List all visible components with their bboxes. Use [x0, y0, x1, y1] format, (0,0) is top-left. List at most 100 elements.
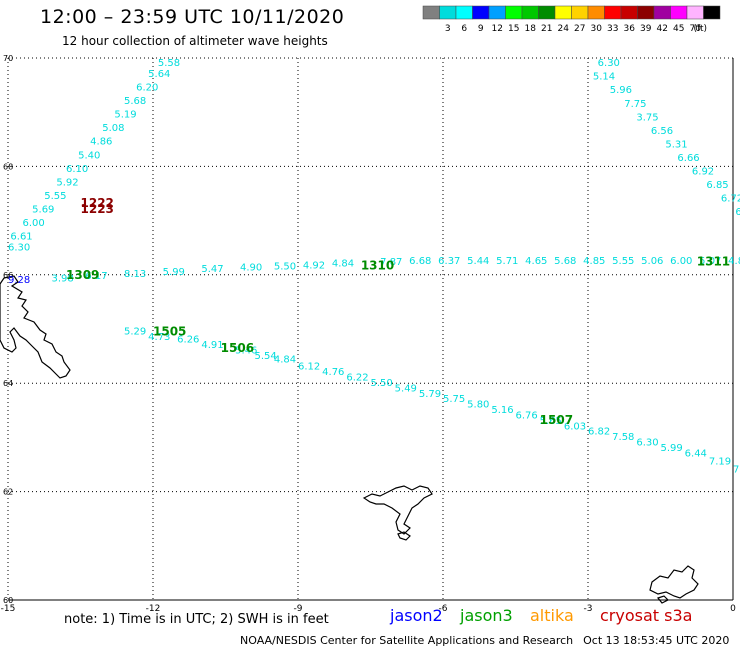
color-scale-label: 3	[445, 24, 451, 34]
wave-height-value: 5.99	[163, 267, 185, 278]
wave-height-value: 7.58	[612, 432, 634, 443]
pass-time-label: 1506	[221, 341, 254, 355]
wave-height-values: 5.585.64 6.20 5.68 5.19 5.08 4.86 5.40 6.10 5.92…	[8, 58, 740, 476]
wave-height-value: 5.65	[540, 416, 562, 427]
color-swatch	[587, 5, 605, 20]
faroe-islands-coastline	[362, 485, 433, 535]
color-swatch	[620, 5, 638, 20]
pass-time-label: 1311	[697, 255, 730, 269]
x-tick-label: -9	[294, 604, 303, 614]
units-note: note: 1) Time is in UTC; 2) SWH is in fe…	[64, 612, 329, 627]
color-scale-label: 6	[461, 24, 467, 34]
wave-height-value: 5.54	[255, 351, 277, 362]
wave-height-value: 6.26	[177, 335, 199, 346]
wave-height-value: 6.00	[23, 218, 45, 229]
wave-height-value: 5.96	[610, 85, 632, 96]
wave-height-value: 6.30	[598, 58, 620, 69]
x-tick-label: -6	[439, 604, 448, 614]
wave-height-value: 5.40	[78, 150, 100, 161]
y-tick-label: 66	[3, 271, 13, 280]
wave-height-value: 4.73	[148, 332, 170, 343]
legend-jason3: jason3	[460, 606, 513, 625]
wave-height-value: 9.28	[8, 275, 30, 286]
wave-height-value: 5.44	[467, 256, 489, 267]
wave-height-value: 4.76	[322, 367, 344, 378]
color-scale: 3 6 9 12 15 18 21 24 27 30 33 36 39 42 45 70(ft)	[422, 5, 721, 34]
map-grid	[7, 57, 734, 601]
color-swatch	[703, 5, 721, 20]
color-scale-label: 9	[478, 24, 484, 34]
wave-height-value: 5.08	[102, 123, 124, 134]
wave-height-value: 4.85	[583, 256, 605, 267]
color-swatch	[488, 5, 506, 20]
wave-height-value: 4.90	[240, 262, 262, 273]
x-tick-label: 0	[730, 604, 736, 614]
shetland-islands-coastline	[649, 565, 699, 599]
wave-height-value: 4.86	[728, 256, 740, 267]
wave-height-value: 6.20	[136, 83, 158, 94]
color-scale-label: 36	[624, 24, 636, 34]
wave-height-value: 5.55	[612, 256, 634, 267]
wave-height-value: 6.30	[8, 242, 30, 253]
wave-height-value: 6.76	[516, 410, 538, 421]
color-swatch	[521, 5, 539, 20]
wave-height-value: 6.82	[588, 427, 610, 438]
wave-height-value: 5.50	[274, 261, 296, 272]
wave-height-value: 5.47	[201, 264, 223, 275]
color-scale-label: 45	[673, 24, 684, 34]
wave-height-value: 3.75	[636, 112, 658, 123]
wave-height-value: 6.00	[670, 256, 692, 267]
wave-height-value: 6.37	[438, 256, 460, 267]
pass-time-label: 1507	[540, 413, 573, 427]
x-tick-label: -12	[146, 604, 161, 614]
wave-height-value: 7.19	[709, 457, 731, 468]
color-swatch	[670, 5, 688, 20]
wave-height-value: 6.56	[651, 126, 673, 137]
y-tick-label: 62	[3, 488, 13, 497]
wave-height-value: 6.68	[409, 256, 431, 267]
x-tick-label: -15	[1, 604, 16, 614]
wave-height-value: 5.55	[44, 191, 66, 202]
color-swatch	[554, 5, 572, 20]
coastline	[0, 275, 699, 604]
wave-height-value: 5.64	[148, 69, 170, 80]
wave-height-value: 5.14	[593, 72, 615, 83]
color-scale-label: 21	[541, 24, 552, 34]
wave-height-value: 5.06	[641, 256, 663, 267]
wave-height-value: 6.30	[636, 438, 658, 449]
x-tick-label: -3	[584, 604, 593, 614]
wave-height-value: 5.79	[419, 389, 441, 400]
wave-height-value: 5.49	[395, 383, 417, 394]
wave-height-value: 5.16	[491, 405, 513, 416]
wave-height-value: 5.99	[661, 443, 683, 454]
wave-height-value: 6.66	[677, 153, 699, 164]
color-scale-label: 27	[574, 24, 585, 34]
color-swatch	[505, 5, 523, 20]
iceland-coastline	[0, 275, 71, 379]
color-swatch	[571, 5, 589, 20]
color-swatch	[455, 5, 473, 20]
y-tick-label: 60	[3, 596, 13, 605]
wave-height-value: 8.13	[124, 269, 146, 280]
color-scale-label: 42	[657, 24, 668, 34]
color-swatch	[439, 5, 457, 20]
faroe-islet-coastline	[397, 531, 411, 541]
wave-height-value: 5.58	[158, 58, 180, 69]
color-scale-label: 39	[640, 24, 652, 34]
wave-height-value: 5.92	[56, 177, 78, 188]
color-swatch	[686, 5, 704, 20]
wave-height-value: 6.61	[10, 232, 32, 243]
color-swatch	[604, 5, 622, 20]
wave-height-value: 6.17	[85, 271, 107, 282]
color-scale-label: 18	[525, 24, 537, 34]
color-swatch	[637, 5, 655, 20]
wave-height-value: 6.22	[346, 372, 368, 383]
legend-jason2: jason2	[390, 606, 443, 625]
page-title: 12:00 – 23:59 UTC 10/11/2020	[40, 6, 345, 28]
wave-height-value: 5.80	[467, 400, 489, 411]
color-swatch	[422, 5, 440, 20]
wave-height-value: 6.03	[564, 421, 586, 432]
pass-time-label: 1223	[81, 202, 114, 216]
pass-time-label: 1309	[66, 268, 99, 282]
